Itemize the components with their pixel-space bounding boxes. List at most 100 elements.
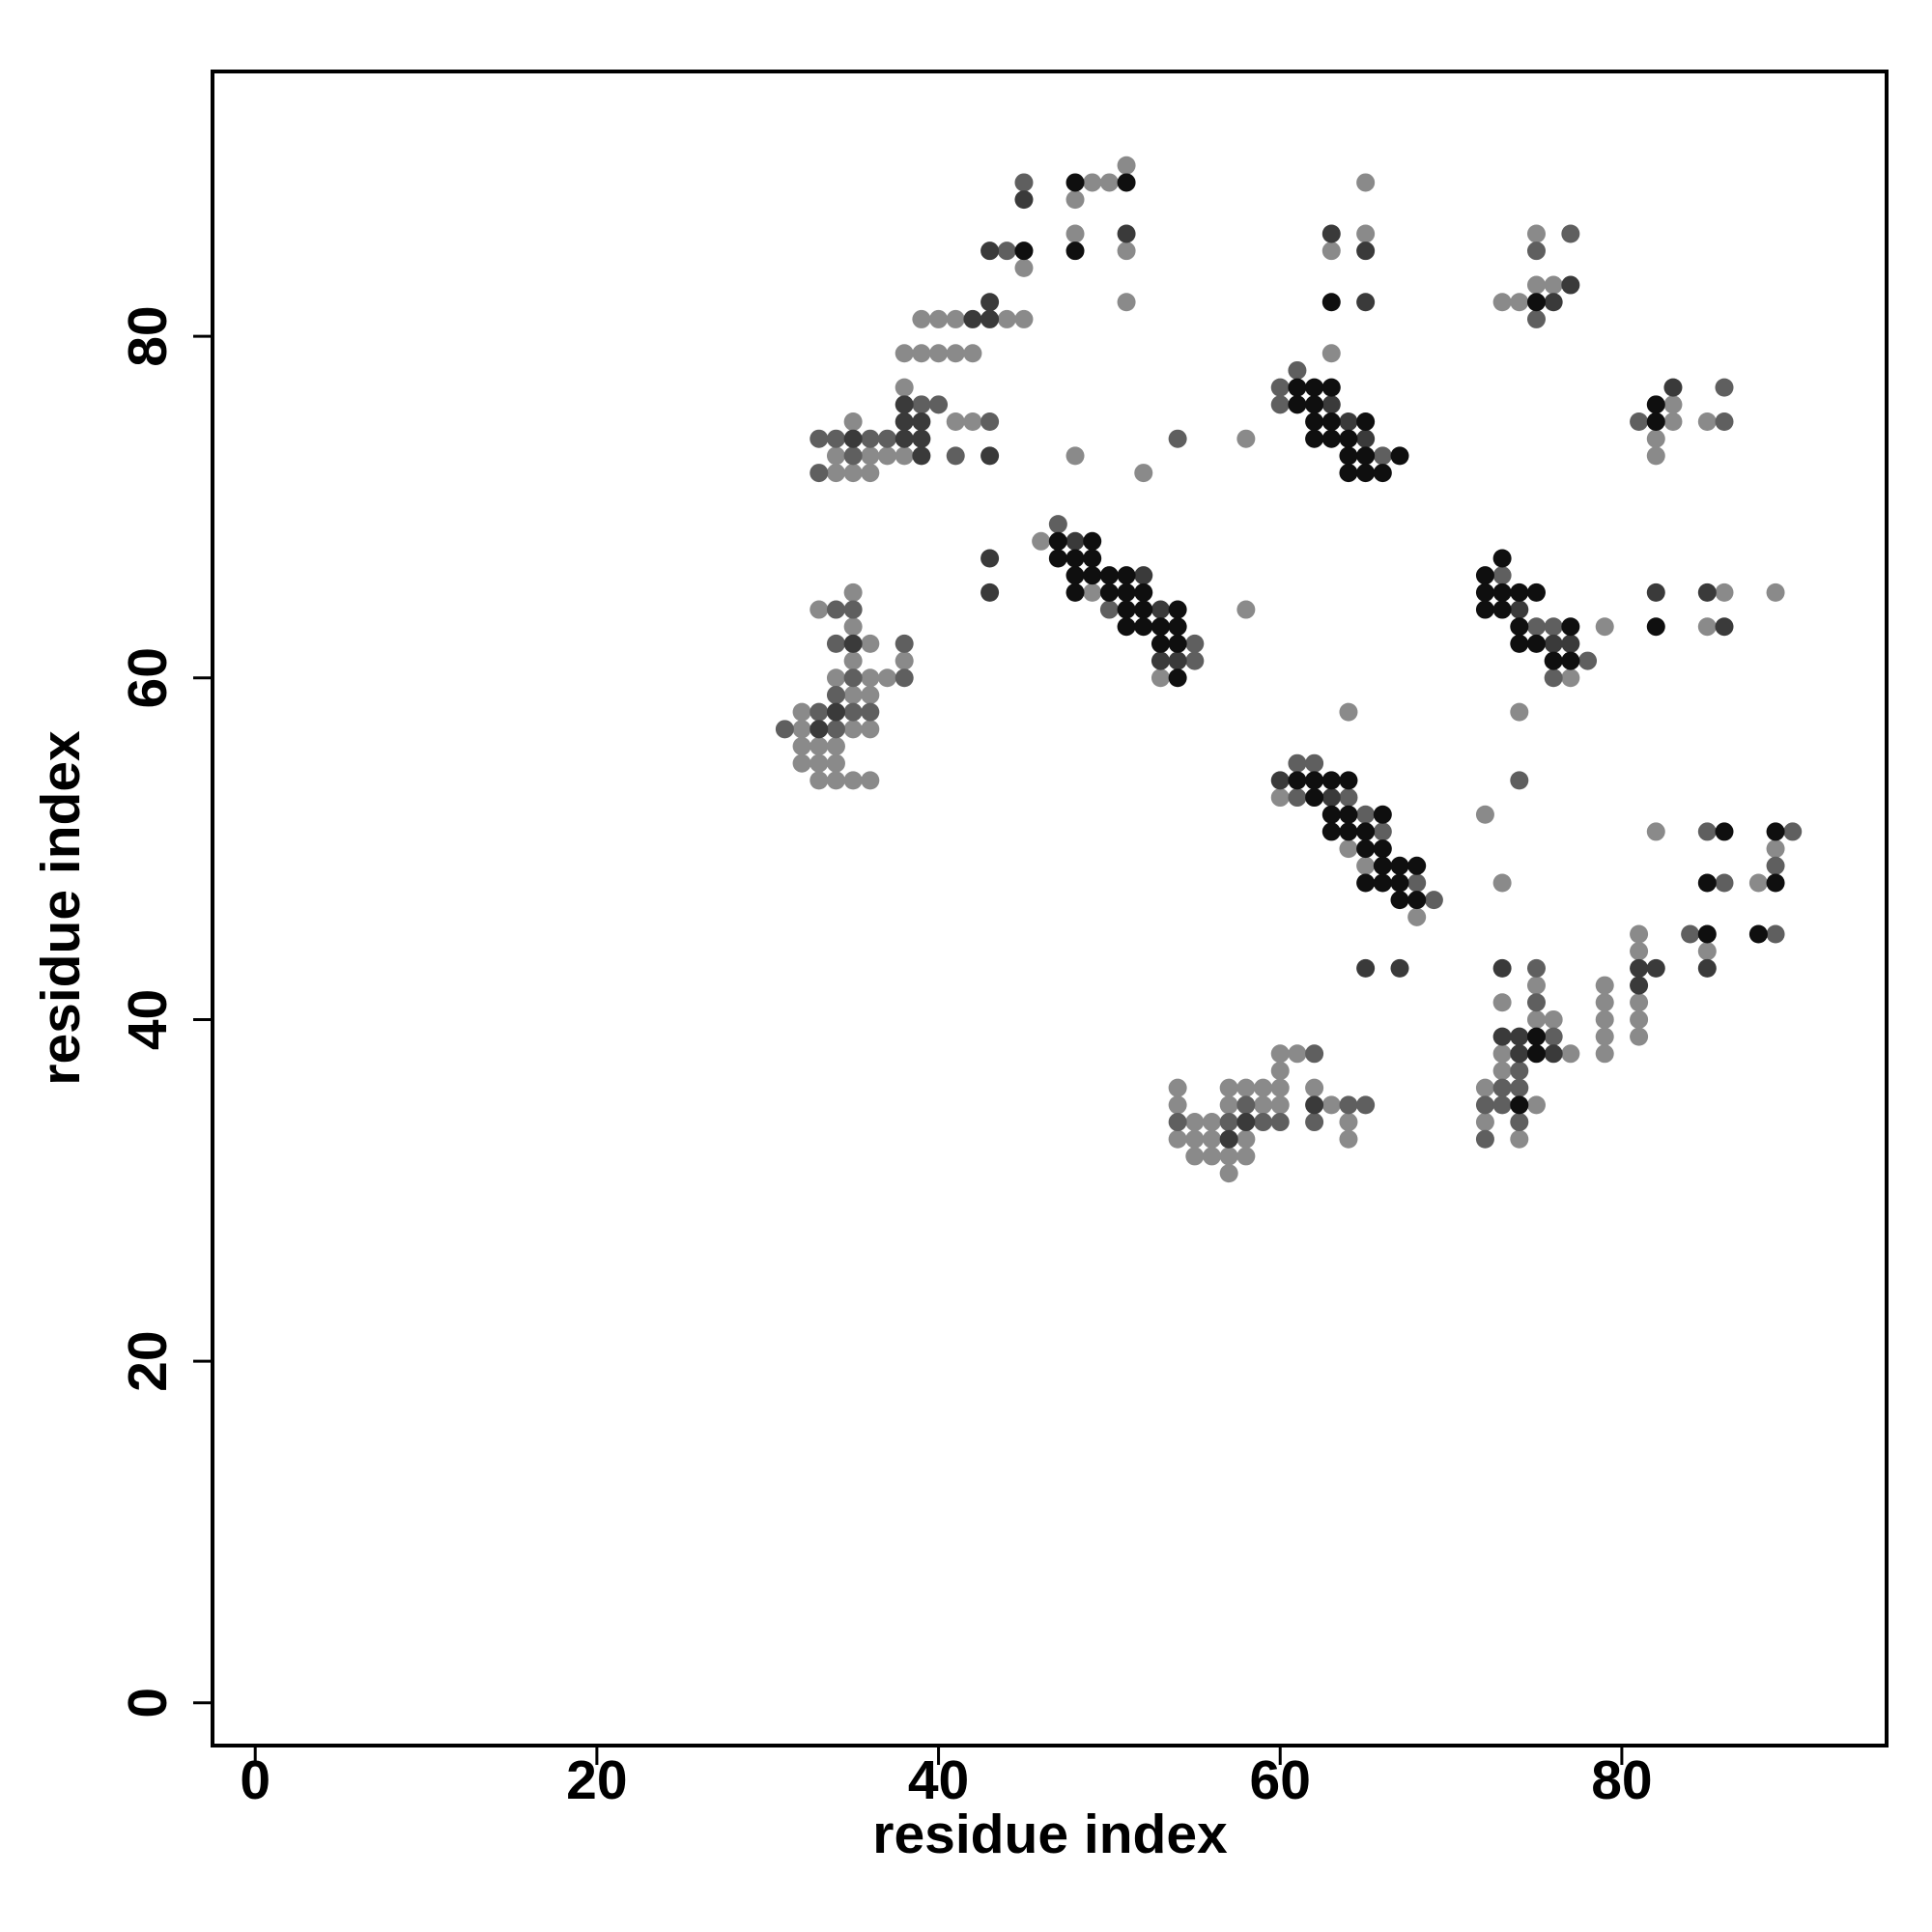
point xyxy=(1065,582,1085,602)
point xyxy=(1321,771,1341,790)
point xyxy=(1681,924,1700,944)
point xyxy=(843,685,863,704)
point xyxy=(1065,531,1085,551)
point xyxy=(1288,395,1307,414)
point xyxy=(1014,309,1034,328)
point xyxy=(1356,839,1376,859)
point xyxy=(1339,1095,1358,1115)
point xyxy=(1526,242,1546,261)
point xyxy=(895,651,914,670)
point xyxy=(843,617,863,637)
point xyxy=(1168,1113,1187,1132)
point xyxy=(1083,582,1102,602)
x-tick-label: 60 xyxy=(1250,1749,1311,1811)
point xyxy=(843,412,863,432)
point xyxy=(1697,617,1717,637)
point xyxy=(1526,1009,1546,1029)
point xyxy=(810,737,829,756)
point xyxy=(1492,1095,1512,1115)
point xyxy=(1510,1095,1529,1115)
point xyxy=(895,378,914,397)
point xyxy=(1390,891,1409,910)
plot-frame xyxy=(211,70,1889,1747)
point xyxy=(1339,429,1358,448)
y-tick-label: 20 xyxy=(117,1330,179,1391)
point xyxy=(1356,464,1376,483)
point xyxy=(1339,1129,1358,1149)
point xyxy=(1134,566,1153,585)
point xyxy=(1373,856,1392,875)
point xyxy=(792,753,811,773)
point xyxy=(1373,446,1392,466)
point xyxy=(1526,224,1546,243)
point xyxy=(997,242,1016,261)
point xyxy=(1630,976,1649,995)
point xyxy=(843,702,863,722)
point xyxy=(1254,1113,1273,1132)
point xyxy=(1288,788,1307,808)
point xyxy=(929,344,949,363)
point xyxy=(1134,617,1153,637)
point xyxy=(1288,378,1307,397)
point xyxy=(929,395,949,414)
point xyxy=(1630,924,1649,944)
point xyxy=(1630,1027,1649,1046)
point xyxy=(1321,429,1341,448)
point xyxy=(1305,378,1324,397)
point xyxy=(1561,275,1580,295)
point xyxy=(1544,293,1563,312)
point xyxy=(1526,1095,1546,1115)
point xyxy=(810,702,829,722)
point xyxy=(963,344,982,363)
point xyxy=(810,600,829,619)
point xyxy=(1526,976,1546,995)
point xyxy=(1630,412,1649,432)
point xyxy=(1630,958,1649,978)
point xyxy=(895,412,914,432)
point xyxy=(1715,582,1734,602)
point xyxy=(1715,617,1734,637)
point xyxy=(1219,1164,1238,1183)
point xyxy=(1048,515,1067,534)
point xyxy=(878,446,897,466)
point xyxy=(1185,651,1205,670)
point xyxy=(1510,1061,1529,1080)
point xyxy=(1014,258,1034,277)
point xyxy=(1715,412,1734,432)
point xyxy=(1561,668,1580,688)
point xyxy=(1475,1095,1494,1115)
point xyxy=(1492,873,1512,893)
point xyxy=(792,720,811,739)
point xyxy=(1321,395,1341,414)
point xyxy=(1646,429,1665,448)
point xyxy=(1475,600,1494,619)
point xyxy=(1014,242,1034,261)
point xyxy=(1390,446,1409,466)
point xyxy=(980,309,1000,328)
point xyxy=(1544,1027,1563,1046)
point xyxy=(1373,464,1392,483)
point xyxy=(1185,634,1205,653)
point xyxy=(929,309,949,328)
point xyxy=(1339,412,1358,432)
point xyxy=(1134,582,1153,602)
point xyxy=(1219,1129,1238,1149)
x-tick-label: 80 xyxy=(1591,1749,1652,1811)
point xyxy=(861,446,880,466)
point xyxy=(1014,173,1034,192)
point xyxy=(1270,1061,1290,1080)
point xyxy=(946,344,965,363)
point xyxy=(1168,600,1187,619)
point xyxy=(1526,958,1546,978)
point xyxy=(1321,344,1341,363)
point xyxy=(843,771,863,790)
point xyxy=(1117,173,1136,192)
point xyxy=(912,412,931,432)
point xyxy=(826,464,845,483)
point xyxy=(1646,395,1665,414)
point xyxy=(1492,600,1512,619)
point xyxy=(946,446,965,466)
point xyxy=(1117,156,1136,175)
point xyxy=(1475,1129,1494,1149)
